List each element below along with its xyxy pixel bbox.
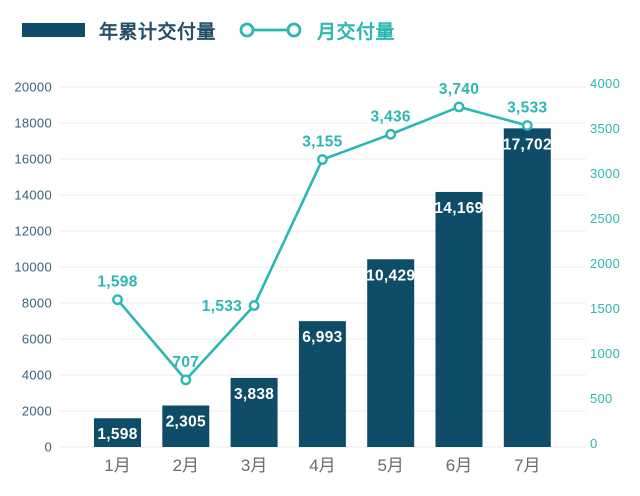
bar-7月 — [503, 128, 551, 447]
legend-line-label: 月交付量 — [317, 21, 396, 43]
line-marker-5月 — [385, 128, 397, 140]
bar-5月 — [367, 259, 415, 447]
legend-line-marker-right-icon — [286, 22, 302, 38]
right-axis-tick-label: 2500 — [590, 211, 620, 226]
x-axis-label-6月: 6月 — [446, 456, 472, 475]
bar-3月 — [230, 377, 278, 447]
line-value-label: 707 — [172, 354, 199, 371]
bar-value-label: 14,169 — [434, 200, 483, 217]
line-marker-3月 — [248, 300, 260, 311]
bar-2月 — [162, 405, 210, 447]
line-marker-4月 — [316, 154, 328, 165]
right-axis-tick-label: 0 — [590, 436, 598, 451]
legend-bar-swatch — [22, 23, 85, 37]
line-marker-1月 — [112, 294, 123, 306]
line-value-label: 1,598 — [97, 274, 137, 291]
left-axis-tick-label: 14000 — [14, 188, 52, 203]
x-axis-label-2月: 2月 — [173, 456, 199, 475]
line-value-label: 3,740 — [439, 81, 479, 98]
bar-value-label: 17,702 — [503, 136, 552, 153]
left-axis-tick-label: 18000 — [14, 116, 52, 131]
left-axis-tick-label: 20000 — [14, 80, 52, 95]
line-marker-2月 — [180, 374, 192, 386]
left-axis-tick-label: 10000 — [14, 260, 52, 275]
right-axis-tick-label: 3500 — [590, 121, 620, 136]
line-marker-7月 — [521, 120, 533, 131]
bar-value-label: 6,993 — [302, 329, 342, 346]
left-axis-tick-label: 0 — [44, 440, 52, 455]
bar-1月 — [94, 418, 141, 447]
left-axis-tick-label: 6000 — [22, 332, 52, 347]
bar-value-label: 10,429 — [366, 267, 415, 284]
left-axis-tick-label: 12000 — [14, 224, 52, 239]
line-value-label: 1,533 — [202, 298, 242, 315]
line-value-label: 3,533 — [507, 100, 547, 117]
line-value-label: 3,436 — [371, 108, 411, 125]
right-axis-tick-label: 3000 — [590, 166, 620, 181]
legend-line-marker-left-icon — [239, 22, 255, 38]
left-axis-tick-label: 16000 — [14, 152, 52, 167]
legend-bar-label: 年累计交付量 — [99, 21, 217, 43]
bar-value-label: 3,838 — [234, 386, 274, 403]
right-axis-tick-label: 4000 — [590, 76, 620, 91]
right-axis-tick-label: 2000 — [590, 256, 620, 271]
right-axis-tick-label: 1500 — [590, 301, 620, 316]
line-value-label: 3,155 — [302, 134, 342, 151]
legend: 年累计交付量 月交付量 — [22, 19, 396, 43]
left-axis-tick-label: 4000 — [22, 368, 52, 383]
right-axis-tick-label: 1000 — [590, 346, 620, 361]
bar-4月 — [298, 321, 346, 447]
right-axis-tick-label: 500 — [590, 391, 613, 406]
bar-6月 — [435, 191, 483, 447]
left-axis-tick-label: 2000 — [22, 404, 52, 419]
x-axis-label-5月: 5月 — [377, 456, 403, 475]
x-axis-label-7月: 7月 — [514, 456, 540, 475]
left-axis-tick-label: 8000 — [22, 296, 52, 311]
x-axis-label-4月: 4月 — [309, 456, 335, 475]
legend-line-symbol — [239, 22, 302, 38]
bar-value-label: 2,305 — [166, 414, 206, 431]
x-axis-label-3月: 3月 — [241, 456, 267, 475]
x-axis-label-1月: 1月 — [104, 456, 130, 475]
line-marker-6月 — [453, 101, 465, 113]
bar-value-label: 1,598 — [97, 426, 137, 443]
